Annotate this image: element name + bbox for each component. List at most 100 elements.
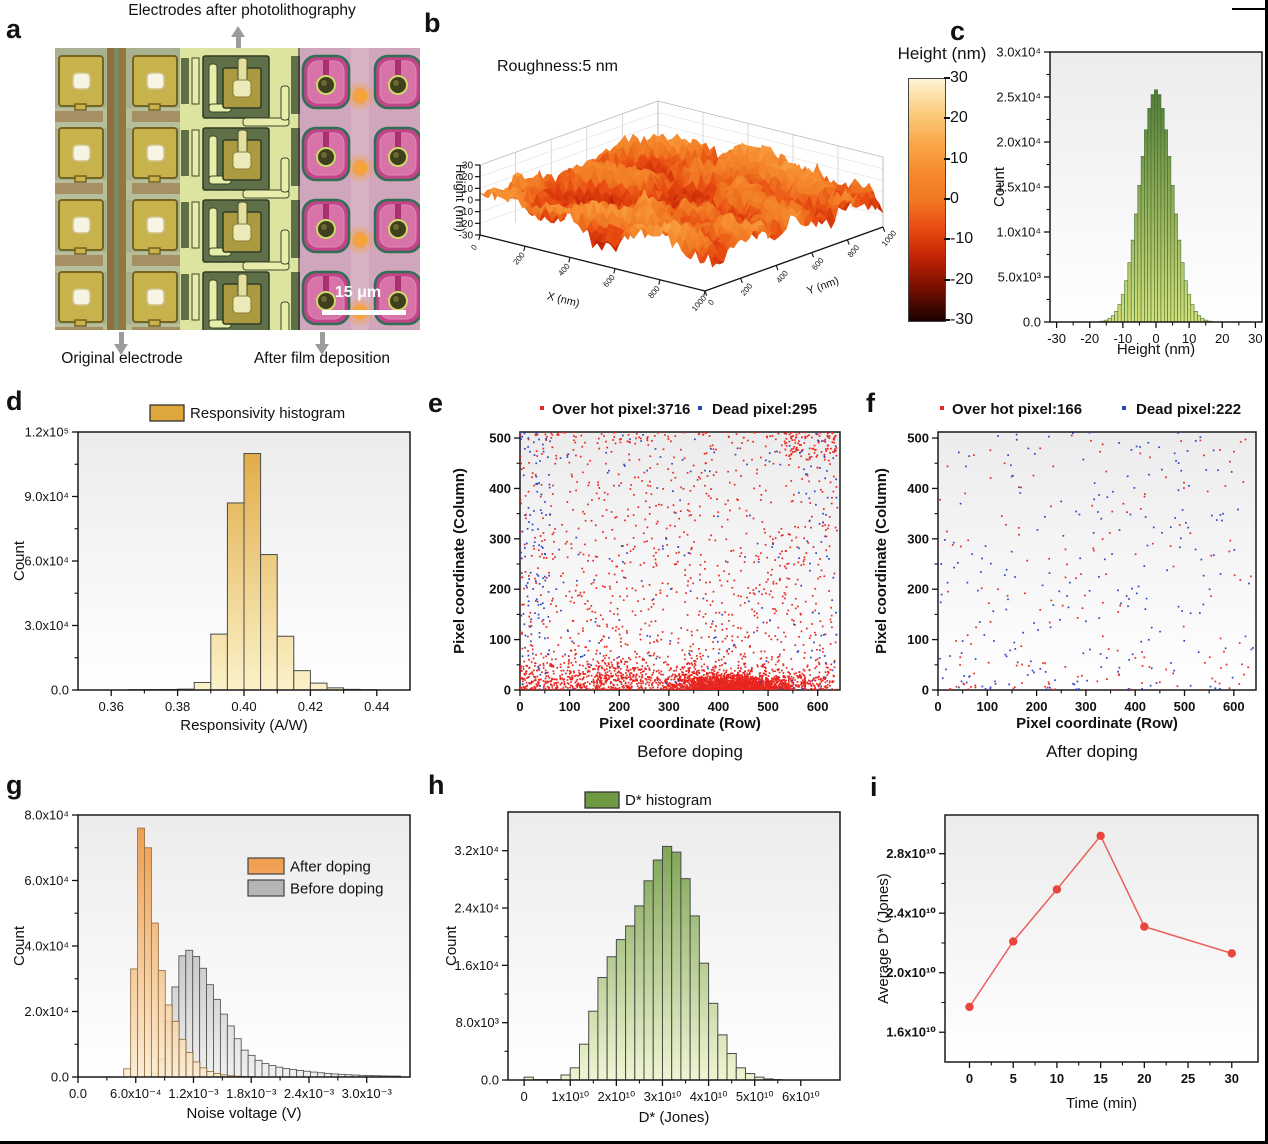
panel-f-label: f xyxy=(866,388,875,418)
svg-text:2.5x10⁴: 2.5x10⁴ xyxy=(996,90,1041,105)
svg-text:D* (Jones): D* (Jones) xyxy=(639,1109,710,1126)
svg-text:Over hot pixel:3716: Over hot pixel:3716 xyxy=(552,401,690,418)
before-doping-scatter-chart: 0 100 200 300 400 500 600 0 100 200 300 400 500 Pixel… xyxy=(430,386,860,758)
svg-text:Pixel coordinate (Column): Pixel coordinate (Column) xyxy=(873,468,890,654)
svg-text:0.44: 0.44 xyxy=(364,699,389,714)
colorbar-title: Height (nm) xyxy=(897,44,987,63)
svg-text:Count: Count xyxy=(11,925,28,966)
svg-text:0: 0 xyxy=(1152,331,1159,346)
svg-text:500: 500 xyxy=(907,431,929,446)
micrograph-strip xyxy=(55,48,420,330)
scale-bar xyxy=(322,310,406,315)
scale-bar-label: 15 μm xyxy=(334,284,382,301)
svg-text:1.6x10⁴: 1.6x10⁴ xyxy=(454,958,499,973)
svg-text:1.0x10⁴: 1.0x10⁴ xyxy=(996,225,1041,240)
svg-text:200: 200 xyxy=(489,582,511,597)
panel-g-label: g xyxy=(6,770,23,800)
svg-text:2.0x10⁴: 2.0x10⁴ xyxy=(24,1004,69,1019)
roughness-title: Roughness:5 nm xyxy=(497,58,618,75)
svg-text:9.0x10⁴: 9.0x10⁴ xyxy=(24,489,69,504)
svg-text:3x10¹⁰: 3x10¹⁰ xyxy=(644,1089,682,1104)
panel-i-label: i xyxy=(870,772,878,802)
svg-text:8.0x10⁴: 8.0x10⁴ xyxy=(24,808,69,823)
colorbar-tick-label: 0 xyxy=(950,190,959,207)
arrow-down-icon xyxy=(114,332,128,355)
svg-text:-20: -20 xyxy=(1080,331,1099,346)
svg-text:100: 100 xyxy=(489,632,511,647)
svg-text:Over hot pixel:166: Over hot pixel:166 xyxy=(952,401,1082,418)
svg-text:300: 300 xyxy=(1075,699,1097,714)
svg-text:4.0x10⁴: 4.0x10⁴ xyxy=(24,939,69,954)
svg-text:0: 0 xyxy=(521,1089,528,1104)
svg-text:25: 25 xyxy=(1181,1071,1195,1086)
svg-text:4x10¹⁰: 4x10¹⁰ xyxy=(690,1089,728,1104)
svg-text:After doping: After doping xyxy=(290,859,371,876)
svg-text:0.40: 0.40 xyxy=(231,699,256,714)
svg-text:Responsivity histogram: Responsivity histogram xyxy=(190,405,345,422)
svg-text:Pixel coordinate (Row): Pixel coordinate (Row) xyxy=(1016,715,1178,732)
panel-h-label: h xyxy=(428,770,445,800)
svg-text:Time (min): Time (min) xyxy=(1066,1095,1137,1112)
height-histogram-chart: -30 -20 -10 0 10 20 30 0.0 5.0x10³ 1.0x10⁴ 1.5x10⁴… xyxy=(940,10,1265,378)
colorbar-tick-label: -30 xyxy=(950,311,974,328)
svg-text:0.0: 0.0 xyxy=(481,1073,499,1088)
svg-text:1.8x10⁻³: 1.8x10⁻³ xyxy=(226,1086,277,1101)
svg-text:100: 100 xyxy=(559,699,581,714)
svg-text:20: 20 xyxy=(1137,1071,1151,1086)
svg-text:2.4x10⁴: 2.4x10⁴ xyxy=(454,901,499,916)
colorbar-tick-mark xyxy=(944,278,950,281)
dstar-histogram-chart: 0 1x10¹⁰ 2x10¹⁰ 3x10¹⁰ 4x10¹⁰ 5x10¹⁰ 6x10¹⁰ 0.0… xyxy=(430,772,860,1141)
svg-text:6.0x10⁴: 6.0x10⁴ xyxy=(24,873,69,888)
height-colorbar xyxy=(908,78,946,322)
e-scatter-points xyxy=(520,432,840,690)
svg-text:Count: Count xyxy=(11,540,28,581)
panel-e-label: e xyxy=(428,388,444,418)
svg-text:2.4x10¹⁰: 2.4x10¹⁰ xyxy=(886,906,936,921)
noise-voltage-histogram-chart: 0.0 6.0x10⁻⁴ 1.2x10⁻³ 1.8x10⁻³ 2.4x10⁻³ 3.0x1… xyxy=(0,772,430,1141)
colorbar-tick-mark xyxy=(944,77,950,79)
svg-text:0: 0 xyxy=(934,699,941,714)
micrograph-right-caption: After film deposition xyxy=(253,350,391,367)
svg-text:400: 400 xyxy=(1124,699,1146,714)
svg-text:300: 300 xyxy=(907,531,929,546)
svg-text:0.38: 0.38 xyxy=(165,699,190,714)
svg-text:Count: Count xyxy=(443,925,460,966)
svg-text:3.0x10⁴: 3.0x10⁴ xyxy=(24,618,69,633)
svg-text:2.4x10⁻³: 2.4x10⁻³ xyxy=(284,1086,335,1101)
svg-text:0.0: 0.0 xyxy=(69,1086,87,1101)
svg-text:600: 600 xyxy=(807,699,829,714)
svg-text:Dead pixel:295: Dead pixel:295 xyxy=(712,401,817,418)
colorbar-tick-label: 30 xyxy=(950,69,968,86)
svg-text:10: 10 xyxy=(1182,331,1196,346)
average-dstar-line-chart: 0 5 10 15 20 25 30 1.6x10¹⁰ 2.0x10¹⁰ 2.4x10¹⁰ 2.8x… xyxy=(860,772,1265,1141)
svg-text:200: 200 xyxy=(907,582,929,597)
svg-text:400: 400 xyxy=(708,699,730,714)
svg-text:0: 0 xyxy=(966,1071,973,1086)
svg-text:600: 600 xyxy=(1223,699,1245,714)
colorbar-tick-mark xyxy=(944,319,950,321)
svg-text:0: 0 xyxy=(504,683,511,698)
svg-text:500: 500 xyxy=(489,431,511,446)
arrow-down-icon xyxy=(315,332,329,355)
svg-text:100: 100 xyxy=(907,632,929,647)
svg-text:-10: -10 xyxy=(1113,331,1132,346)
panel-b-label: b xyxy=(424,8,441,38)
surface-3d-chart xyxy=(440,78,910,338)
svg-text:Count: Count xyxy=(991,166,1008,207)
svg-text:0: 0 xyxy=(922,683,929,698)
svg-text:200: 200 xyxy=(1026,699,1048,714)
svg-text:2x10¹⁰: 2x10¹⁰ xyxy=(597,1089,635,1104)
svg-text:Pixel coordinate (Row): Pixel coordinate (Row) xyxy=(599,715,761,732)
svg-text:2.0x10¹⁰: 2.0x10¹⁰ xyxy=(886,965,936,980)
panel-a-label: a xyxy=(6,14,22,44)
svg-text:1.2x10⁵: 1.2x10⁵ xyxy=(25,425,69,440)
svg-text:20: 20 xyxy=(1215,331,1229,346)
after-doping-scatter-chart: 0 100 200 300 400 500 600 0 100 200 300 400 500 Pixel… xyxy=(860,386,1265,758)
svg-text:Before doping: Before doping xyxy=(290,881,383,898)
f-scatter-points xyxy=(938,432,1256,690)
svg-text:-30: -30 xyxy=(1047,331,1066,346)
svg-text:30: 30 xyxy=(1248,331,1262,346)
svg-text:8.0x10³: 8.0x10³ xyxy=(456,1015,500,1030)
svg-text:Dead pixel:222: Dead pixel:222 xyxy=(1136,401,1241,418)
svg-text:6.0x10⁻⁴: 6.0x10⁻⁴ xyxy=(110,1086,161,1101)
